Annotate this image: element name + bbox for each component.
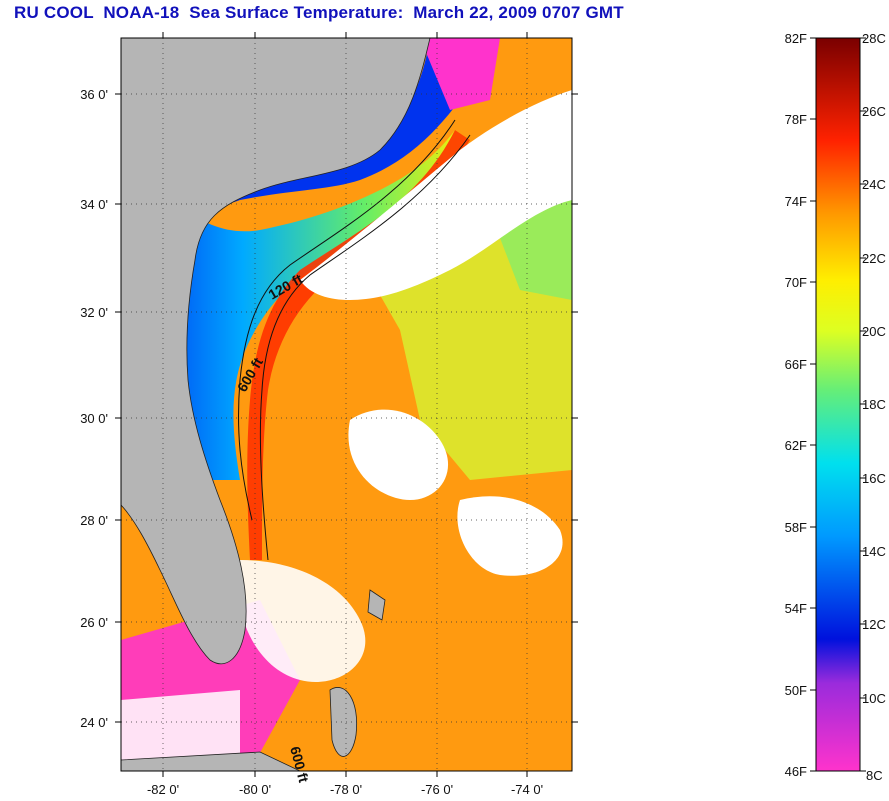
colorbar-c-label: 16C	[862, 471, 886, 486]
lat-tick-label: 28 0'	[80, 513, 108, 528]
sst-plot-area	[121, 38, 572, 771]
colorbar-f-label: 66F	[785, 357, 807, 372]
lon-tick-label: -74 0'	[511, 782, 543, 797]
colorbar-c-label: 28C	[862, 31, 886, 46]
colorbar-c-label: 20C	[862, 324, 886, 339]
colorbar-f-label: 46F	[785, 764, 807, 779]
colorbar-f-label: 62F	[785, 438, 807, 453]
latitude-axis	[115, 93, 578, 723]
colorbar-f-label: 58F	[785, 520, 807, 535]
lon-tick-label: -76 0'	[421, 782, 453, 797]
land-us-southeast	[121, 38, 431, 665]
colorbar-c-label: 26C	[862, 104, 886, 119]
lat-tick-label: 30 0'	[80, 411, 108, 426]
map-gridlines	[121, 38, 572, 771]
colorbar-f-label: 54F	[785, 601, 807, 616]
lat-tick-label: 34 0'	[80, 197, 108, 212]
cloud-cover-south	[238, 560, 366, 682]
cloud-cover-southwest	[121, 690, 240, 771]
colorbar-c-label: 18C	[862, 397, 886, 412]
contour-120ft	[238, 119, 456, 521]
lat-tick-label: 26 0'	[80, 615, 108, 630]
colorbar-f-label: 50F	[785, 683, 807, 698]
colorbar-ticks	[810, 37, 866, 772]
cloud-cover-center	[348, 409, 449, 500]
cloud-cover-east	[457, 496, 563, 576]
lon-tick-label: -80 0'	[239, 782, 271, 797]
land-bahamas-andros	[329, 687, 358, 757]
colorbar-c-label: 12C	[862, 617, 886, 632]
colorbar-c-label: 22C	[862, 251, 886, 266]
longitude-axis	[162, 32, 528, 777]
contour-600ft	[259, 134, 471, 561]
map-title: RU COOL NOAA-18 Sea Surface Temperature:…	[14, 3, 624, 22]
land-bahamas-abaco	[367, 589, 386, 621]
colorbar-f-label: 74F	[785, 194, 807, 209]
cloud-cover-north	[300, 90, 572, 300]
colorbar-c-label: 8C	[866, 768, 883, 783]
lon-tick-label: -82 0'	[147, 782, 179, 797]
colorbar-c-label: 14C	[862, 544, 886, 559]
colorbar-f-label: 70F	[785, 275, 807, 290]
sst-colorbar	[815, 37, 861, 772]
cold-shelf-water-north	[121, 38, 470, 205]
lon-tick-label: -78 0'	[330, 782, 362, 797]
lat-tick-label: 36 0'	[80, 87, 108, 102]
lat-tick-label: 32 0'	[80, 305, 108, 320]
land-cuba	[121, 751, 301, 771]
cold-patch-north	[420, 38, 500, 110]
colorbar-c-label: 10C	[862, 691, 886, 706]
colorbar-c-label: 24C	[862, 177, 886, 192]
colorbar-f-label: 78F	[785, 112, 807, 127]
colorbar-f-label: 82F	[785, 31, 807, 46]
lat-tick-label: 24 0'	[80, 715, 108, 730]
